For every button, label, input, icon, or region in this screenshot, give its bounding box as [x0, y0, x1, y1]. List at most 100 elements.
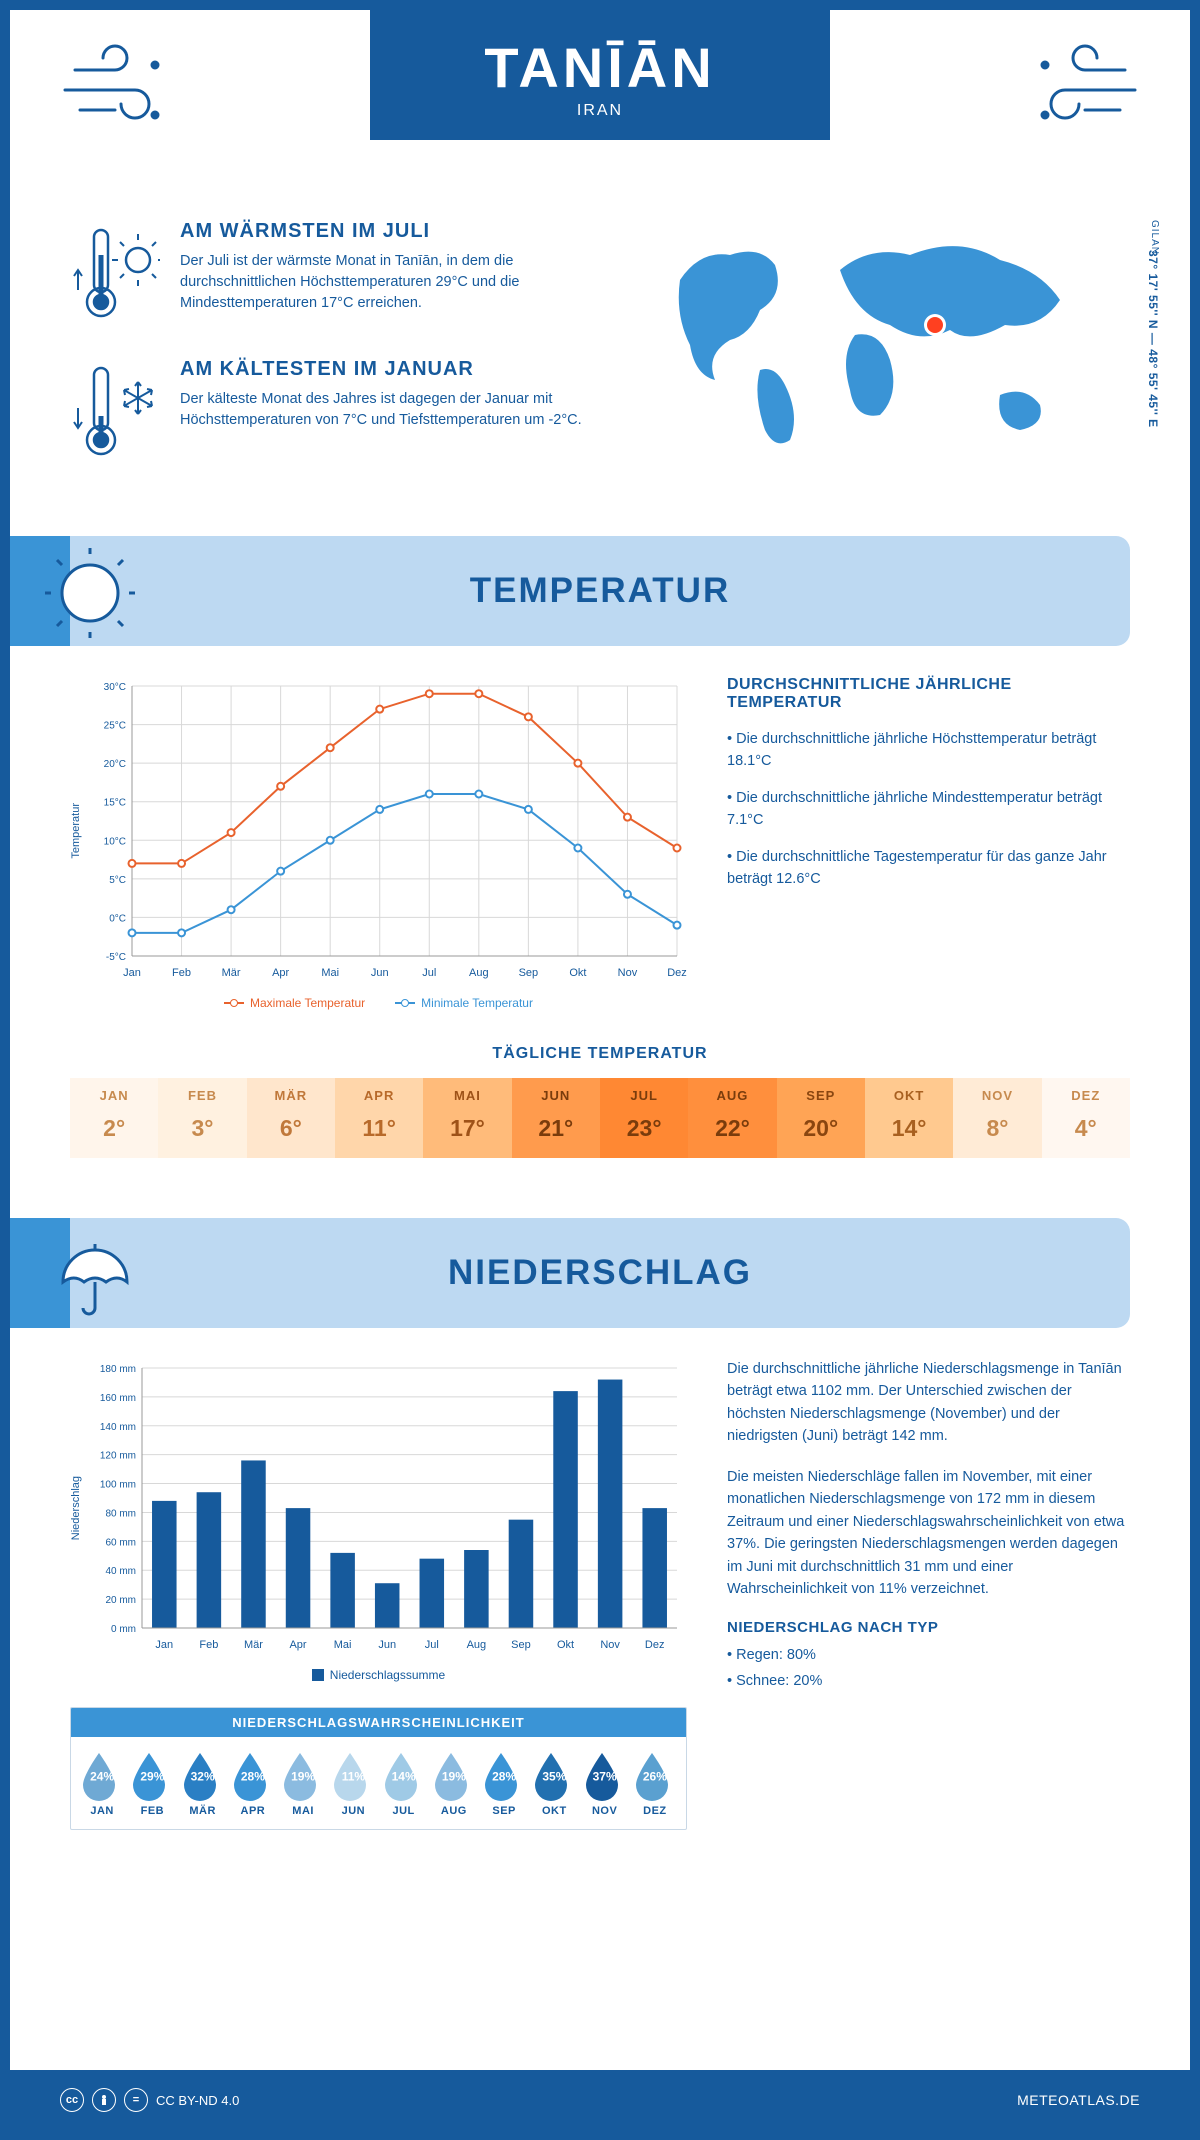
svg-text:80 mm: 80 mm: [105, 1508, 136, 1519]
svg-text:Sep: Sep: [511, 1639, 531, 1651]
city-name: TANĪĀN: [370, 35, 830, 100]
svg-text:Apr: Apr: [289, 1639, 306, 1651]
daily-temp-cell: NOV8°: [953, 1078, 1041, 1158]
svg-text:Jul: Jul: [425, 1639, 439, 1651]
thermometer-cold-icon: [70, 358, 160, 468]
probability-cell: 37% NOV: [580, 1749, 630, 1817]
probability-cell: 19% MAI: [278, 1749, 328, 1817]
temperature-title: TEMPERATUR: [470, 571, 730, 611]
probability-cell: 35% OKT: [529, 1749, 579, 1817]
precip-paragraph: Die meisten Niederschläge fallen im Nove…: [727, 1466, 1130, 1601]
svg-text:100 mm: 100 mm: [100, 1480, 136, 1491]
daily-temp-cell: OKT14°: [865, 1078, 953, 1158]
svg-text:Mär: Mär: [244, 1639, 263, 1651]
prob-title: NIEDERSCHLAGSWAHRSCHEINLICHKEIT: [71, 1708, 686, 1737]
temp-facts-title: DURCHSCHNITTLICHE JÄHRLICHE TEMPERATUR: [727, 676, 1130, 712]
title-banner: TANĪĀN IRAN: [370, 10, 830, 140]
precipitation-probability-box: NIEDERSCHLAGSWAHRSCHEINLICHKEIT 24% JAN …: [70, 1707, 687, 1830]
svg-text:Nov: Nov: [600, 1639, 620, 1651]
daily-temp-cell: FEB3°: [158, 1078, 246, 1158]
svg-text:20°C: 20°C: [104, 759, 126, 770]
svg-text:60 mm: 60 mm: [105, 1537, 136, 1548]
probability-cell: 29% FEB: [127, 1749, 177, 1817]
precip-chart-ylabel: Niederschlag: [70, 1476, 82, 1540]
svg-text:-5°C: -5°C: [106, 952, 126, 963]
svg-text:Dez: Dez: [667, 967, 687, 979]
probability-cell: 19% AUG: [429, 1749, 479, 1817]
precipitation-text: Die durchschnittliche jährliche Niedersc…: [727, 1358, 1130, 1830]
svg-text:160 mm: 160 mm: [100, 1393, 136, 1404]
header: TANĪĀN IRAN: [10, 10, 1190, 200]
svg-text:Jun: Jun: [371, 967, 389, 979]
svg-text:25°C: 25°C: [104, 721, 126, 732]
umbrella-icon: [45, 1230, 135, 1320]
probability-cell: 14% JUL: [379, 1749, 429, 1817]
wind-icon: [60, 40, 180, 130]
svg-text:Aug: Aug: [469, 967, 489, 979]
svg-text:20 mm: 20 mm: [105, 1595, 136, 1606]
daily-temp-cell: JAN2°: [70, 1078, 158, 1158]
precip-type-snow: • Schnee: 20%: [727, 1670, 1130, 1692]
coordinates: 37° 17' 55'' N — 48° 55' 45'' E: [1146, 250, 1160, 428]
sun-icon: [45, 548, 135, 638]
daily-temp-cell: MAI17°: [423, 1078, 511, 1158]
probability-cell: 32% MÄR: [178, 1749, 228, 1817]
svg-text:180 mm: 180 mm: [100, 1364, 136, 1375]
wind-icon: [1020, 40, 1140, 130]
svg-text:Okt: Okt: [569, 967, 586, 979]
warmest-text: Der Juli ist der wärmste Monat in Tanīān…: [180, 251, 620, 314]
probability-cell: 28% APR: [228, 1749, 278, 1817]
svg-text:Jan: Jan: [123, 967, 141, 979]
svg-text:140 mm: 140 mm: [100, 1422, 136, 1433]
svg-text:Sep: Sep: [519, 967, 539, 979]
intro-section: AM WÄRMSTEN IM JULI Der Juli ist der wär…: [70, 220, 1130, 496]
by-icon: [92, 2088, 116, 2112]
coldest-title: AM KÄLTESTEN IM JANUAR: [180, 358, 620, 381]
brand: METEOATLAS.DE: [1017, 2092, 1140, 2108]
daily-temp-cell: DEZ4°: [1042, 1078, 1130, 1158]
svg-text:5°C: 5°C: [109, 875, 126, 886]
footer: cc = CC BY-ND 4.0 METEOATLAS.DE: [10, 2070, 1190, 2130]
temp-fact: • Die durchschnittliche jährliche Mindes…: [727, 787, 1130, 832]
daily-temp-cell: APR11°: [335, 1078, 423, 1158]
svg-text:Jun: Jun: [378, 1639, 396, 1651]
temp-fact: • Die durchschnittliche Tagestemperatur …: [727, 846, 1130, 891]
svg-text:Jan: Jan: [155, 1639, 173, 1651]
temperature-line-chart: -5°C0°C5°C10°C15°C20°C25°C30°CJanFebMärA…: [87, 676, 687, 986]
infographic-page: TANĪĀN IRAN: [0, 0, 1200, 2140]
daily-temp-cell: JUL23°: [600, 1078, 688, 1158]
temp-fact: • Die durchschnittliche jährliche Höchst…: [727, 728, 1130, 773]
daily-temp-cell: AUG22°: [688, 1078, 776, 1158]
daily-temp-cell: JUN21°: [512, 1078, 600, 1158]
daily-temperature-grid: JAN2° FEB3° MÄR6° APR11° MAI17° JUN21° J…: [70, 1078, 1130, 1158]
probability-cell: 28% SEP: [479, 1749, 529, 1817]
daily-temp-cell: SEP20°: [777, 1078, 865, 1158]
nd-icon: =: [124, 2088, 148, 2112]
cc-icon: cc: [60, 2088, 84, 2112]
svg-text:Aug: Aug: [467, 1639, 487, 1651]
svg-text:Mär: Mär: [222, 967, 241, 979]
precipitation-title: NIEDERSCHLAG: [448, 1253, 752, 1293]
precipitation-bar-chart: 0 mm20 mm40 mm60 mm80 mm100 mm120 mm140 …: [87, 1358, 687, 1658]
svg-text:15°C: 15°C: [104, 798, 126, 809]
precip-paragraph: Die durchschnittliche jährliche Niedersc…: [727, 1358, 1130, 1448]
svg-text:Feb: Feb: [199, 1639, 218, 1651]
coldest-text: Der kälteste Monat des Jahres ist dagege…: [180, 389, 620, 431]
coldest-block: AM KÄLTESTEN IM JANUAR Der kälteste Mona…: [70, 358, 620, 468]
svg-text:0 mm: 0 mm: [111, 1624, 136, 1635]
license: cc = CC BY-ND 4.0: [60, 2088, 239, 2112]
world-map: GILAN 37° 17' 55'' N — 48° 55' 45'' E: [650, 220, 1130, 496]
probability-cell: 24% JAN: [77, 1749, 127, 1817]
svg-text:10°C: 10°C: [104, 836, 126, 847]
precipitation-section-header: NIEDERSCHLAG: [10, 1218, 1130, 1328]
probability-cell: 11% JUN: [328, 1749, 378, 1817]
svg-text:Mai: Mai: [321, 967, 339, 979]
country-name: IRAN: [370, 102, 830, 120]
precip-chart-legend: Niederschlagssumme: [70, 1668, 687, 1682]
temp-chart-ylabel: Temperatur: [70, 803, 82, 859]
svg-text:120 mm: 120 mm: [100, 1451, 136, 1462]
temp-chart-legend: Maximale Temperatur Minimale Temperatur: [70, 996, 687, 1010]
thermometer-hot-icon: [70, 220, 160, 330]
precip-type-title: NIEDERSCHLAG NACH TYP: [727, 1619, 1130, 1636]
svg-text:Jul: Jul: [422, 967, 436, 979]
